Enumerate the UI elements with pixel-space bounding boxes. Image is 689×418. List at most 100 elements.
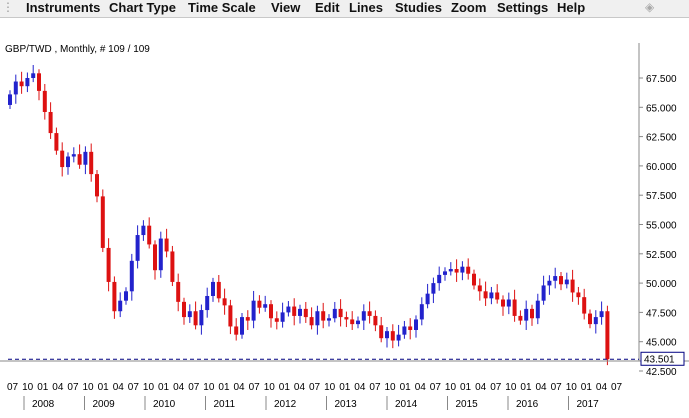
candle-body [263,304,268,308]
candle-body [408,326,413,330]
candle-body [576,292,581,298]
candle-body [100,196,105,248]
menu-studies[interactable]: Studies [395,0,442,15]
x-month-label: 04 [294,382,306,393]
candle-body [245,317,250,321]
candle-body [309,317,314,326]
candle-body [135,235,140,261]
candle-body [593,317,598,325]
x-month-label: 07 [551,382,563,393]
candle-body [83,151,88,165]
candle-body [338,308,343,318]
candle-body [477,285,482,292]
menu-lines[interactable]: Lines [349,0,383,15]
x-month-label: 04 [596,382,608,393]
candle-body [315,311,320,326]
candle-body [54,133,59,151]
candle-body [158,238,163,271]
candle-body [19,81,24,87]
candle-body [77,154,82,165]
menu-bar: ⋮ Instruments Chart Type Time Scale View… [0,0,689,18]
x-month-label: 10 [566,382,578,393]
candle-body [541,285,546,301]
candle-body [298,308,302,316]
last-price-label: 43.501 [644,354,675,365]
grip-icon: ⋮ [2,0,14,14]
candle-body [356,320,360,325]
candle-body [437,274,442,284]
menu-help[interactable]: Help [557,0,586,15]
candle-body [199,310,204,326]
menu-view[interactable]: View [271,0,301,15]
candle-body [379,325,384,339]
x-month-label: 07 [188,382,200,393]
chart-info: GBP/TWD , Monthly, # 109 / 109 [5,44,150,55]
x-month-label: 07 [369,382,381,393]
menu-instruments[interactable]: Instruments [26,0,101,15]
menu-edit[interactable]: Edit [315,0,340,15]
x-month-label: 07 [490,382,502,393]
candle-body [448,269,453,272]
x-year-label: 2016 [516,399,539,410]
candle-body [361,311,366,321]
candle-body [182,301,186,318]
candle-body [228,305,233,327]
x-month-label: 01 [279,382,291,393]
x-year-label: 2008 [32,399,55,410]
x-month-label: 04 [52,382,64,393]
candle-body [367,311,372,316]
x-month-label: 01 [158,382,170,393]
x-month-label: 01 [339,382,351,393]
candle-body [187,311,192,318]
x-year-label: 2013 [335,399,358,410]
x-month-label: 10 [264,382,276,393]
x-year-label: 2010 [153,399,176,410]
x-month-label: 04 [354,382,366,393]
y-tick-label: 45.000 [646,338,677,349]
candle-body [454,269,459,273]
candle-body [472,273,476,286]
y-tick-label: 62.500 [646,133,677,144]
candle-body [286,306,291,313]
y-tick-label: 60.000 [646,162,677,173]
candle-body [164,238,169,252]
y-tick-label: 42.500 [646,367,677,378]
candle-body [431,283,436,294]
candle-body [332,308,337,319]
x-month-label: 04 [475,382,487,393]
pin-icon[interactable]: ◈ [645,0,655,14]
candle-body [66,156,70,168]
candle-body [274,318,279,322]
candle-body [8,94,12,105]
y-axis: 67.500 65.000 62.500 60.000 57.500 55.000 52.5… [639,74,677,378]
candle-body [124,291,128,301]
x-year-label: 2011 [214,399,236,410]
x-month-label: 10 [143,382,155,393]
y-tick-label: 65.000 [646,103,677,114]
candle-body [153,244,157,271]
candle-body [321,311,326,321]
menu-chart-type[interactable]: Chart Type [109,0,176,15]
candle-body [303,308,308,318]
x-month-label: 07 [128,382,140,393]
menu-settings[interactable]: Settings [497,0,549,15]
x-month-label: 04 [536,382,548,393]
x-month-label: 01 [37,382,49,393]
menu-zoom[interactable]: Zoom [451,0,487,15]
candle-body [13,81,18,95]
candle-body [147,225,152,245]
x-year-label: 2012 [274,399,297,410]
price-chart[interactable]: GBP/TWD , Monthly, # 109 / 109 67.500 65.… [0,18,689,418]
candle-body [559,276,563,285]
candle-body [512,299,517,316]
x-month-label: 10 [445,382,457,393]
menu-time-scale[interactable]: Time Scale [188,0,256,15]
candle-body [25,78,30,87]
candle-body [216,281,221,299]
candle-body [292,306,297,316]
candle-body [373,315,378,326]
candle-body [170,251,175,282]
x-month-label: 01 [400,382,412,393]
x-month-label: 04 [113,382,125,393]
x-month-label: 10 [203,382,215,393]
